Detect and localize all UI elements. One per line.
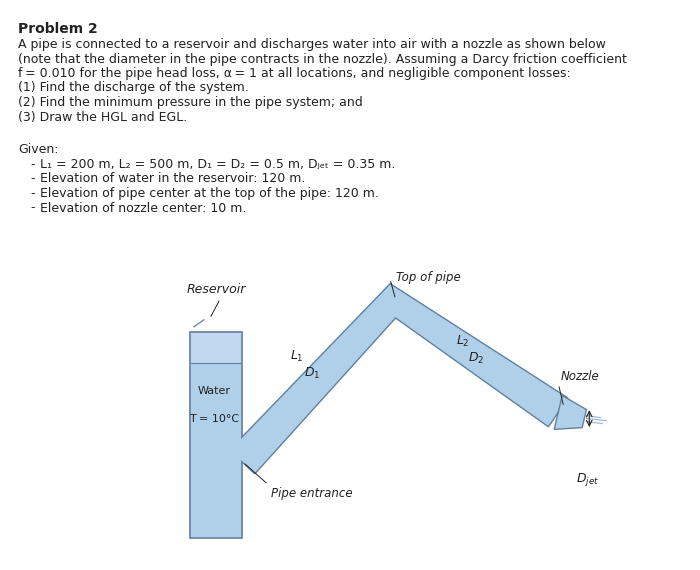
Polygon shape	[190, 332, 242, 538]
Text: (2) Find the minimum pressure in the pipe system; and: (2) Find the minimum pressure in the pip…	[18, 96, 363, 109]
Text: -: -	[30, 202, 34, 214]
Text: f = 0.010 for the pipe head loss, α = 1 at all locations, and negligible compone: f = 0.010 for the pipe head loss, α = 1 …	[18, 67, 570, 80]
Text: -: -	[30, 187, 34, 200]
Text: $L_2$: $L_2$	[456, 333, 469, 349]
Polygon shape	[230, 284, 568, 474]
Text: $D_2$: $D_2$	[468, 351, 484, 366]
Text: Elevation of water in the reservoir: 120 m.: Elevation of water in the reservoir: 120…	[40, 173, 305, 185]
Text: L₁ = 200 m, L₂ = 500 m, D₁ = D₂ = 0.5 m, Dⱼₑₜ = 0.35 m.: L₁ = 200 m, L₂ = 500 m, D₁ = D₂ = 0.5 m,…	[40, 158, 395, 171]
Text: Top of pipe: Top of pipe	[395, 271, 461, 284]
Text: Given:: Given:	[18, 143, 59, 156]
Text: (3) Draw the HGL and EGL.: (3) Draw the HGL and EGL.	[18, 111, 188, 124]
Text: -: -	[30, 173, 34, 185]
Text: (1) Find the discharge of the system.: (1) Find the discharge of the system.	[18, 82, 248, 95]
Text: (note that the diameter in the pipe contracts in the nozzle). Assuming a Darcy f: (note that the diameter in the pipe cont…	[18, 52, 627, 66]
Text: Elevation of pipe center at the top of the pipe: 120 m.: Elevation of pipe center at the top of t…	[40, 187, 379, 200]
Text: Problem 2: Problem 2	[18, 22, 98, 36]
Text: $D_{jet}$: $D_{jet}$	[575, 471, 598, 488]
Text: -: -	[30, 158, 34, 171]
Text: Water: Water	[198, 386, 231, 396]
Polygon shape	[554, 396, 587, 429]
Text: Nozzle: Nozzle	[561, 370, 600, 383]
Polygon shape	[191, 363, 241, 537]
Text: A pipe is connected to a reservoir and discharges water into air with a nozzle a: A pipe is connected to a reservoir and d…	[18, 38, 606, 51]
Text: Reservoir: Reservoir	[186, 283, 246, 296]
Text: Pipe entrance: Pipe entrance	[271, 487, 353, 500]
Text: $L_1$: $L_1$	[290, 349, 304, 364]
Text: T = 10°C: T = 10°C	[190, 414, 239, 424]
Text: $D_1$: $D_1$	[304, 366, 320, 381]
Text: Elevation of nozzle center: 10 m.: Elevation of nozzle center: 10 m.	[40, 202, 246, 214]
